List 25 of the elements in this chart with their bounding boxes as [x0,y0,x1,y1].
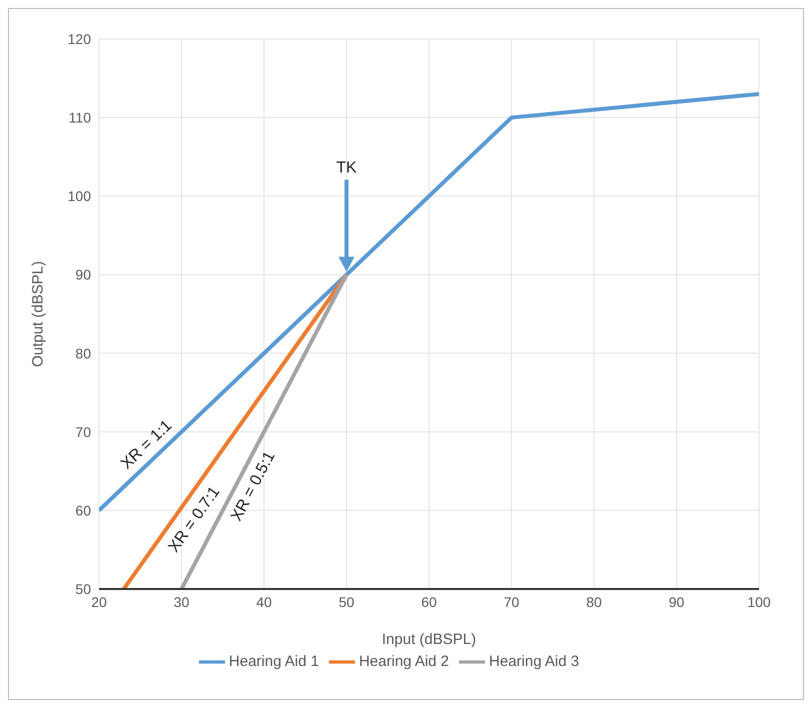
y-tick-label: 110 [68,110,92,126]
y-tick-label: 80 [75,345,92,362]
x-tick-label: 100 [747,594,771,610]
y-tick-label: 50 [75,580,92,597]
x-tick-label: 40 [256,594,272,610]
x-tick-label: 90 [668,594,684,610]
annotation: XR = 0.5:1 [228,448,279,524]
y-tick-label: 90 [75,266,92,283]
legend-label: Hearing Aid 1 [228,652,319,670]
x-tick-label: 20 [91,594,107,610]
legend-label: Hearing Aid 2 [358,652,450,670]
x-tick-label: 70 [504,594,520,610]
y-tick-label: 60 [75,502,92,518]
y-tick-label: 120 [68,30,92,47]
y-axis-title: Output (dBSPL) [29,261,46,367]
y-tick-label: 70 [75,424,92,440]
annotation: XR = 1:1 [118,417,176,473]
annotation: TK [336,160,358,177]
y-tick-label: 100 [68,188,92,204]
x-tick-label: 80 [586,594,602,610]
x-tick-label: 60 [421,594,437,610]
x-tick-label: 50 [338,594,354,610]
x-tick-label: 30 [174,594,190,610]
legend-label: Hearing Aid 3 [489,652,580,670]
x-axis-title: Input (dBSPL) [382,631,476,648]
